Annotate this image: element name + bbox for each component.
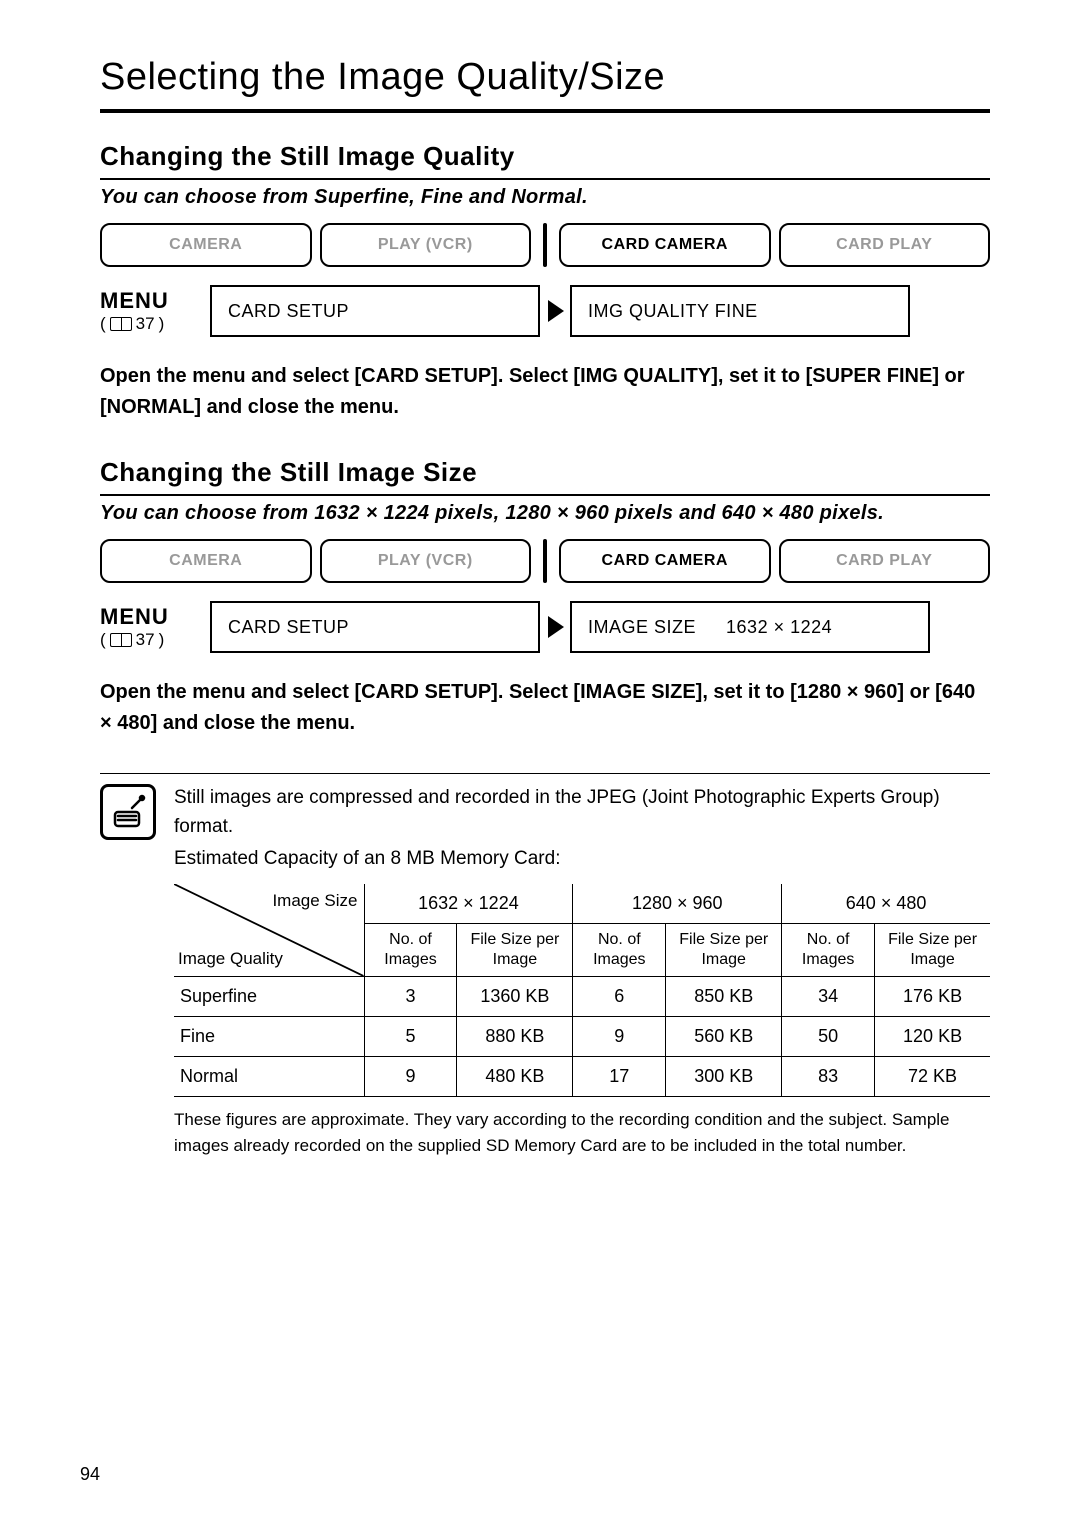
menu-box-img-quality: IMG QUALITY FINE: [570, 285, 910, 337]
page-title: Selecting the Image Quality/Size: [100, 56, 990, 113]
mode-camera: CAMERA: [100, 539, 312, 583]
mode-card-play: CARD PLAY: [779, 223, 991, 267]
book-icon: [110, 633, 132, 647]
arrow-icon: [548, 616, 564, 638]
table-sub-no: No. of Images: [573, 923, 666, 976]
menu-word: MENU: [100, 604, 210, 630]
section1-heading: Changing the Still Image Quality: [100, 141, 990, 180]
section2-instruction: Open the menu and select [CARD SETUP]. S…: [100, 677, 990, 739]
menu-box-image-size-value: 1632 × 1224: [726, 617, 832, 638]
section1-mode-row: CAMERA PLAY (VCR) CARD CAMERA CARD PLAY: [100, 223, 990, 267]
menu-page-ref: 37: [100, 630, 210, 650]
mode-card-camera: CARD CAMERA: [559, 539, 771, 583]
mode-separator: [543, 223, 547, 267]
arrow-icon: [548, 300, 564, 322]
menu-page-ref: 37: [100, 314, 210, 334]
table-sub-no: No. of Images: [782, 923, 875, 976]
table-footnote: These figures are approximate. They vary…: [174, 1107, 990, 1160]
table-size-0: 1632 × 1224: [364, 884, 573, 924]
section2-subnote: You can choose from 1632 × 1224 pixels, …: [100, 502, 990, 525]
section1-menu-row: MENU 37 CARD SETUP IMG QUALITY FINE: [100, 285, 990, 337]
section1-instruction: Open the menu and select [CARD SETUP]. S…: [100, 361, 990, 423]
mode-card-play: CARD PLAY: [779, 539, 991, 583]
menu-box-image-size: IMAGE SIZE 1632 × 1224: [570, 601, 930, 653]
table-row: Normal 9480 KB 17300 KB 8372 KB: [174, 1056, 990, 1096]
menu-box-card-setup: CARD SETUP: [210, 285, 540, 337]
table-size-2: 640 × 480: [782, 884, 990, 924]
mode-play-vcr: PLAY (VCR): [320, 223, 532, 267]
section1-subnote: You can choose from Superfine, Fine and …: [100, 186, 990, 209]
section2-heading: Changing the Still Image Size: [100, 457, 990, 496]
book-icon: [110, 317, 132, 331]
menu-box-card-setup: CARD SETUP: [210, 601, 540, 653]
section2-menu-row: MENU 37 CARD SETUP IMAGE SIZE 1632 × 122…: [100, 601, 990, 653]
note-text: Still images are compressed and recorded…: [174, 784, 990, 1159]
menu-page-num: 37: [136, 630, 155, 650]
note-line1: Still images are compressed and recorded…: [174, 784, 990, 841]
table-row: Superfine 31360 KB 6850 KB 34176 KB: [174, 976, 990, 1016]
mode-camera: CAMERA: [100, 223, 312, 267]
capacity-table: Image Size Image Quality 1632 × 1224 128…: [174, 884, 990, 1097]
note-line2: Estimated Capacity of an 8 MB Memory Car…: [174, 845, 990, 874]
menu-page-num: 37: [136, 314, 155, 334]
table-sub-fs: File Size per Image: [666, 923, 782, 976]
menu-label: MENU 37: [100, 601, 210, 653]
table-sub-no: No. of Images: [364, 923, 457, 976]
table-sub-fs: File Size per Image: [875, 923, 990, 976]
menu-label: MENU 37: [100, 285, 210, 337]
mode-separator: [543, 539, 547, 583]
table-sub-fs: File Size per Image: [457, 923, 573, 976]
section2-mode-row: CAMERA PLAY (VCR) CARD CAMERA CARD PLAY: [100, 539, 990, 583]
table-header-image-quality: Image Quality: [178, 946, 283, 972]
menu-word: MENU: [100, 288, 210, 314]
table-row: Fine 5880 KB 9560 KB 50120 KB: [174, 1016, 990, 1056]
note-icon: [100, 784, 156, 840]
table-header-image-size: Image Size: [272, 888, 357, 914]
table-diag-header: Image Size Image Quality: [174, 884, 364, 977]
mode-card-camera: CARD CAMERA: [559, 223, 771, 267]
note-block: Still images are compressed and recorded…: [100, 773, 990, 1159]
table-size-1: 1280 × 960: [573, 884, 782, 924]
menu-box-image-size-label: IMAGE SIZE: [588, 617, 696, 638]
mode-play-vcr: PLAY (VCR): [320, 539, 532, 583]
page-number: 94: [80, 1464, 100, 1485]
